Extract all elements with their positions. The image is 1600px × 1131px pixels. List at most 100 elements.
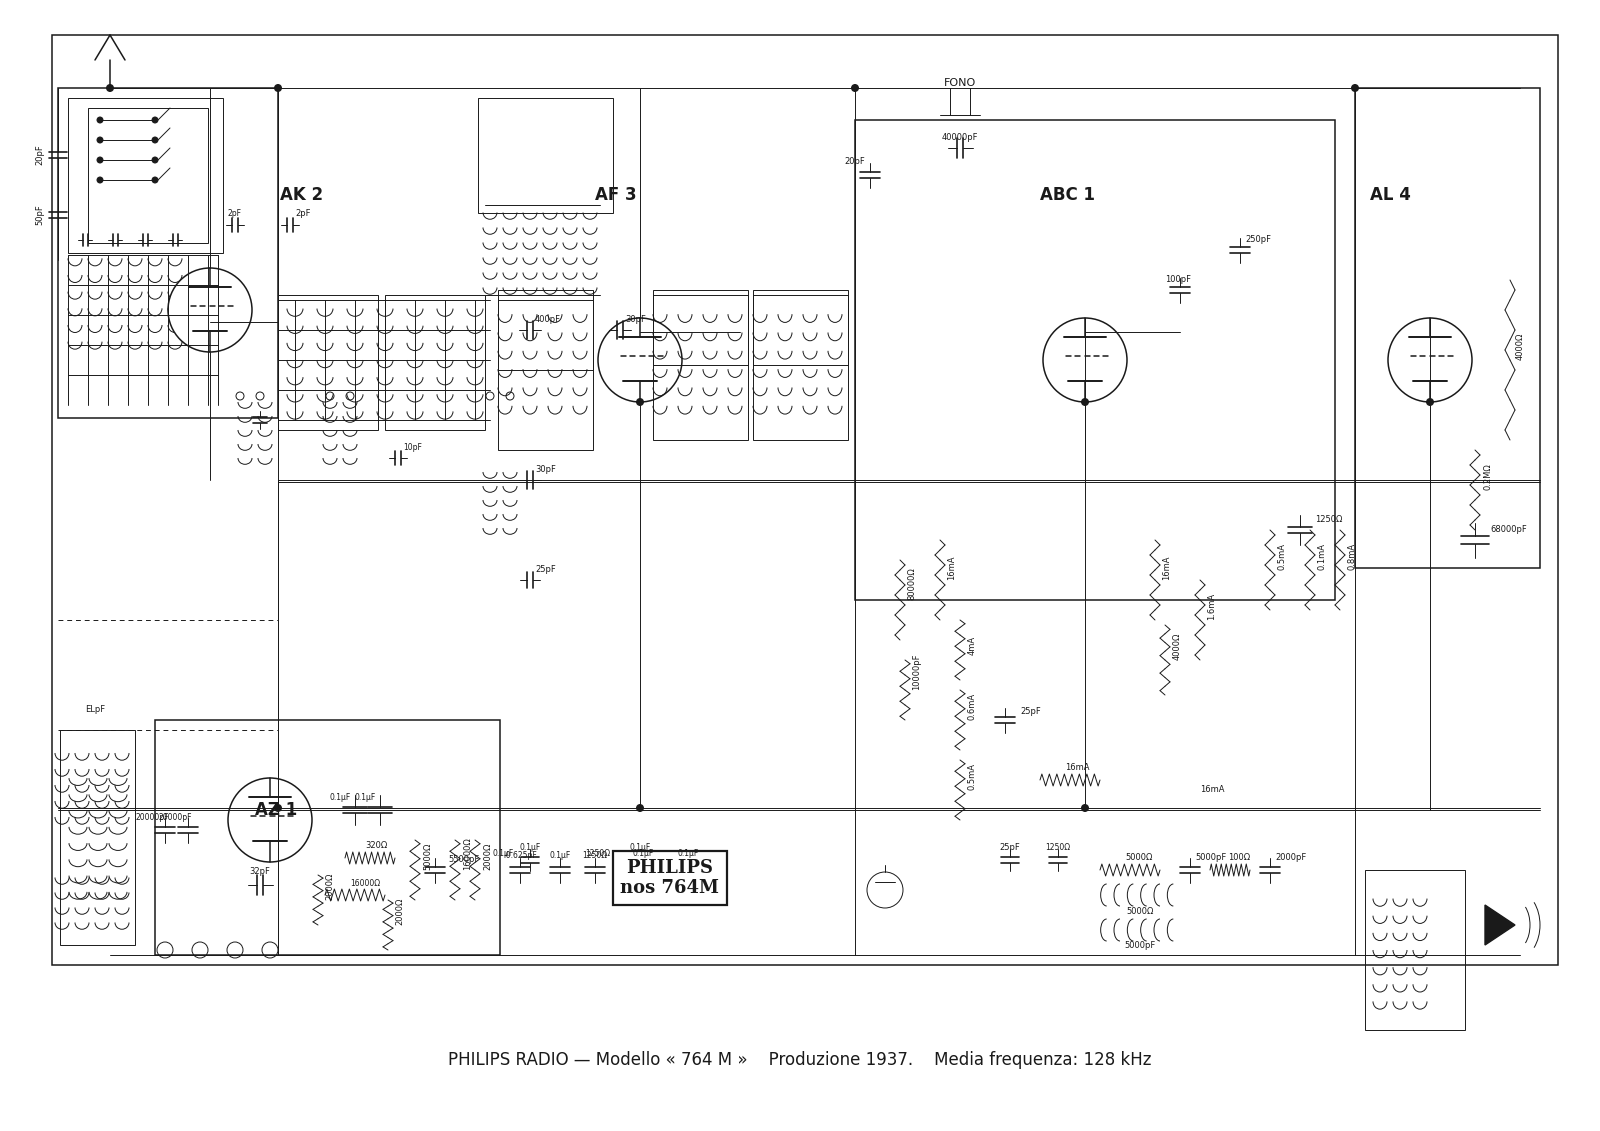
Text: 320Ω: 320Ω: [365, 841, 387, 851]
Text: ABC 1: ABC 1: [1040, 185, 1094, 204]
Bar: [88, 107, 208, 243]
Text: 250pF: 250pF: [1245, 235, 1270, 244]
Circle shape: [98, 157, 102, 163]
Text: AL 4: AL 4: [1370, 185, 1411, 204]
Text: 0.1µF: 0.1µF: [677, 848, 699, 857]
Text: 2000Ω: 2000Ω: [395, 898, 405, 925]
Circle shape: [152, 116, 158, 123]
Text: 1250Ω: 1250Ω: [586, 848, 611, 857]
Circle shape: [98, 137, 102, 143]
Bar: [386, 295, 485, 430]
Text: AK 2: AK 2: [280, 185, 323, 204]
Text: FONO: FONO: [944, 78, 976, 88]
Bar: [498, 290, 594, 450]
Text: 2pF: 2pF: [294, 208, 310, 217]
Text: 5000pF: 5000pF: [1125, 941, 1155, 950]
Text: 0.1µF: 0.1µF: [330, 793, 350, 802]
Text: 5000Ω: 5000Ω: [1126, 907, 1154, 916]
Text: 16000Ω: 16000Ω: [464, 837, 472, 870]
Text: 100pF: 100pF: [1165, 276, 1190, 285]
Text: 25pF: 25pF: [534, 566, 555, 575]
Bar: [61, 729, 134, 946]
Text: 10000pF: 10000pF: [912, 654, 922, 690]
Text: 0.5mA: 0.5mA: [1277, 543, 1286, 570]
Circle shape: [152, 157, 158, 163]
Circle shape: [152, 137, 158, 143]
Bar: [1365, 870, 1466, 1030]
Bar: [1355, 88, 1539, 568]
Bar: [67, 98, 222, 253]
Text: 0.1µF: 0.1µF: [549, 851, 571, 860]
Text: 1250Ω: 1250Ω: [1315, 516, 1342, 525]
Text: AF 3: AF 3: [595, 185, 637, 204]
Text: 1250Ω: 1250Ω: [582, 851, 608, 860]
Text: 30pF: 30pF: [626, 316, 646, 325]
Text: 0.2MΩ: 0.2MΩ: [1483, 464, 1493, 490]
Text: 0.8mA: 0.8mA: [1347, 543, 1357, 570]
Circle shape: [598, 318, 682, 402]
Text: -0.625pF: -0.625pF: [502, 851, 538, 860]
Text: 400pF: 400pF: [534, 316, 562, 325]
Text: 0.1µF: 0.1µF: [629, 843, 651, 852]
Bar: [754, 290, 848, 440]
Circle shape: [106, 84, 114, 92]
Polygon shape: [1485, 905, 1515, 946]
Circle shape: [168, 268, 253, 352]
Text: 10pF: 10pF: [403, 442, 422, 451]
Text: 0.1µF: 0.1µF: [493, 848, 514, 857]
Bar: [754, 295, 848, 365]
Bar: [278, 295, 378, 430]
Text: 2pF: 2pF: [229, 208, 242, 217]
Text: 32pF: 32pF: [250, 867, 270, 877]
Text: 2000Ω: 2000Ω: [325, 873, 334, 900]
Text: 20000pF: 20000pF: [136, 813, 168, 822]
Text: PHILIPS
nos 764M: PHILIPS nos 764M: [621, 858, 720, 897]
Circle shape: [274, 804, 282, 812]
Bar: [155, 720, 499, 955]
Text: 16mA: 16mA: [1163, 555, 1171, 580]
Circle shape: [98, 116, 102, 123]
Circle shape: [1082, 804, 1090, 812]
Text: 16000Ω: 16000Ω: [350, 879, 381, 888]
Text: 16mA: 16mA: [1200, 786, 1224, 794]
Text: 20pF: 20pF: [35, 145, 45, 165]
Text: 0.1µF: 0.1µF: [632, 848, 654, 857]
Text: 5000pF: 5000pF: [1195, 854, 1226, 863]
Text: 20000pF: 20000pF: [158, 813, 192, 822]
Bar: [51, 35, 1558, 965]
Bar: [498, 300, 594, 370]
Text: 0.1µF: 0.1µF: [354, 793, 376, 802]
Text: 25pF: 25pF: [1021, 708, 1040, 717]
Text: 40000pF: 40000pF: [942, 133, 978, 143]
Text: 50pF: 50pF: [35, 205, 45, 225]
Text: 0.6mA: 0.6mA: [968, 693, 976, 720]
Text: 0.1mA: 0.1mA: [1317, 543, 1326, 570]
Text: 20pF: 20pF: [845, 157, 866, 166]
Text: 0.1µF: 0.1µF: [629, 851, 651, 860]
Text: 100Ω: 100Ω: [1229, 854, 1250, 863]
Bar: [478, 98, 613, 213]
Text: 16mA: 16mA: [947, 555, 957, 580]
Text: 0.1µF: 0.1µF: [520, 843, 541, 852]
Circle shape: [851, 84, 859, 92]
Text: 4000Ω: 4000Ω: [1173, 632, 1181, 661]
Circle shape: [1082, 398, 1090, 406]
Circle shape: [1043, 318, 1126, 402]
Text: 68000pF: 68000pF: [1490, 526, 1526, 535]
Text: 5000Ω: 5000Ω: [424, 843, 432, 870]
Text: 25pF: 25pF: [1000, 843, 1021, 852]
Text: 30pF: 30pF: [534, 466, 555, 475]
Text: 5000Ω: 5000Ω: [1125, 854, 1152, 863]
Text: 5500pF: 5500pF: [448, 855, 480, 864]
Text: 4mA: 4mA: [968, 636, 976, 655]
Text: ELpF: ELpF: [85, 706, 106, 715]
Text: AZ 1: AZ 1: [254, 801, 298, 819]
Circle shape: [1350, 84, 1358, 92]
Text: 4000Ω: 4000Ω: [1515, 333, 1525, 360]
Circle shape: [637, 804, 643, 812]
Text: 1250Ω: 1250Ω: [1045, 843, 1070, 852]
Text: 16mA: 16mA: [1066, 763, 1090, 772]
Circle shape: [637, 398, 643, 406]
Circle shape: [1389, 318, 1472, 402]
Text: 80000Ω: 80000Ω: [907, 568, 917, 601]
